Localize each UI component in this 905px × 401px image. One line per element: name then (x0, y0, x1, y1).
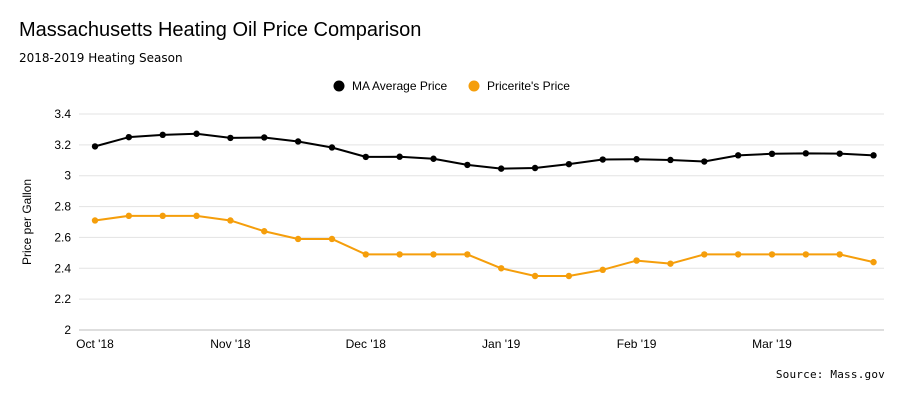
data-point (565, 272, 573, 280)
data-point (430, 251, 437, 258)
y-tick-label: 2.2 (54, 292, 71, 306)
y-tick-label: 2.8 (54, 200, 71, 214)
data-point (531, 272, 539, 280)
data-point (396, 153, 403, 160)
data-point (261, 134, 268, 141)
data-point (362, 153, 369, 161)
data-point (870, 152, 877, 159)
data-point (768, 251, 776, 258)
data-point (633, 156, 640, 163)
legend-label-1: MA Average Price (352, 79, 447, 93)
data-point (531, 164, 539, 172)
chart-title: Massachusetts Heating Oil Price Comparis… (19, 19, 422, 41)
y-tick-label: 2 (64, 323, 71, 337)
source-note: Source: Mass.gov (775, 368, 885, 381)
x-tick-label: Mar '19 (752, 337, 792, 351)
data-point (125, 133, 133, 141)
data-point (667, 156, 674, 164)
data-point (328, 144, 336, 151)
legend-label-2: Pricerite's Price (487, 79, 570, 93)
data-point (464, 251, 471, 258)
chart-subtitle: 2018-2019 Heating Season (19, 51, 183, 65)
x-tick-label: Nov '18 (210, 337, 251, 351)
y-tick-label: 3.4 (54, 107, 71, 121)
x-tick-label: Jan '19 (482, 337, 521, 351)
legend-marker-1 (333, 80, 345, 92)
data-point (227, 134, 234, 142)
legend-marker-2 (468, 80, 480, 92)
data-point (836, 251, 843, 258)
data-point (396, 251, 403, 258)
data-point (802, 251, 810, 258)
data-point (734, 152, 742, 159)
x-tick-label: Dec '18 (346, 337, 387, 351)
data-point (599, 266, 606, 274)
series-line-2 (94, 214, 874, 277)
data-point (667, 260, 674, 267)
data-point (261, 228, 268, 235)
y-tick-label: 2.6 (54, 230, 71, 244)
data-point (294, 235, 302, 243)
data-point (159, 131, 166, 139)
data-point (227, 217, 234, 224)
y-tick-label: 2.4 (54, 261, 71, 275)
data-point (430, 155, 437, 162)
y-tick-label: 3 (64, 169, 71, 183)
data-point (565, 160, 573, 168)
y-tick-label: 3.2 (54, 138, 71, 152)
data-point (734, 251, 742, 258)
data-point (768, 150, 776, 158)
data-point (362, 251, 369, 258)
x-tick-label: Oct '18 (76, 337, 114, 351)
data-point (328, 235, 336, 243)
data-point (498, 165, 505, 172)
data-point (91, 143, 99, 150)
data-point (193, 212, 200, 220)
data-point (159, 212, 166, 220)
data-point (701, 251, 708, 258)
data-point (633, 257, 640, 264)
data-point (294, 138, 302, 145)
data-point (464, 161, 471, 169)
series-line-1 (94, 132, 874, 170)
data-point (91, 217, 99, 224)
data-point (193, 130, 200, 137)
data-point (870, 258, 877, 266)
data-point (836, 150, 843, 157)
x-tick-label: Feb '19 (617, 337, 657, 351)
data-point (701, 158, 708, 165)
data-point (599, 156, 606, 163)
data-point (498, 265, 505, 272)
y-axis-label: Price per Gallon (20, 179, 34, 265)
data-point (802, 150, 810, 157)
data-point (125, 212, 133, 220)
